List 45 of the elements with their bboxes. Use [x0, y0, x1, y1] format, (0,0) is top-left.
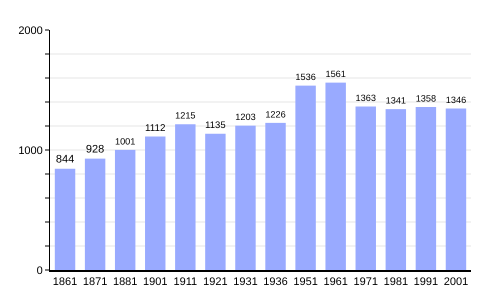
bar	[175, 124, 196, 270]
y-tick-label: 1000	[18, 144, 43, 157]
bar	[386, 109, 406, 270]
x-tick-label: 1871	[82, 276, 108, 288]
data-label: 1363	[356, 92, 376, 103]
bar	[114, 150, 136, 270]
data-label: 1135	[205, 120, 226, 132]
bar	[325, 82, 346, 270]
x-tick-label: 1901	[143, 276, 168, 288]
bar	[145, 136, 166, 270]
x-tick-label: 1936	[263, 276, 288, 288]
y-tick-label: 2000	[18, 24, 43, 37]
bar	[416, 107, 436, 270]
bar	[84, 158, 106, 270]
bar	[265, 122, 286, 270]
data-label: 1215	[175, 110, 196, 121]
data-label: 1346	[446, 94, 466, 105]
data-label: 1001	[114, 136, 136, 146]
x-tick-label: 1921	[203, 276, 228, 288]
data-label: 1358	[416, 94, 436, 104]
x-tick-label: 1951	[293, 276, 318, 288]
x-tick-label: 1961	[323, 276, 348, 288]
x-tick-label: 1981	[384, 276, 408, 288]
bar	[54, 168, 76, 270]
data-label: 1226	[265, 109, 286, 120]
y-tick-label: 0	[36, 264, 43, 277]
x-tick-label: 1931	[233, 276, 258, 288]
data-label: 1561	[325, 69, 346, 80]
bar	[205, 134, 226, 270]
bar	[446, 108, 466, 270]
x-tick-label: 1881	[112, 276, 138, 288]
data-label: 1203	[235, 112, 256, 122]
bar	[356, 106, 376, 270]
data-label: 844	[56, 154, 74, 166]
x-tick-label: 2001	[444, 276, 468, 288]
x-tick-label: 1991	[414, 276, 438, 288]
data-label: 1536	[295, 72, 316, 82]
data-label: 928	[86, 144, 104, 156]
x-tick-label: 1971	[354, 276, 378, 288]
data-label: 1341	[386, 96, 406, 106]
x-tick-label: 1911	[173, 276, 198, 288]
data-label: 1112	[145, 122, 166, 134]
x-tick-label: 1861	[52, 276, 78, 288]
bar	[295, 86, 316, 270]
bar	[235, 126, 256, 270]
